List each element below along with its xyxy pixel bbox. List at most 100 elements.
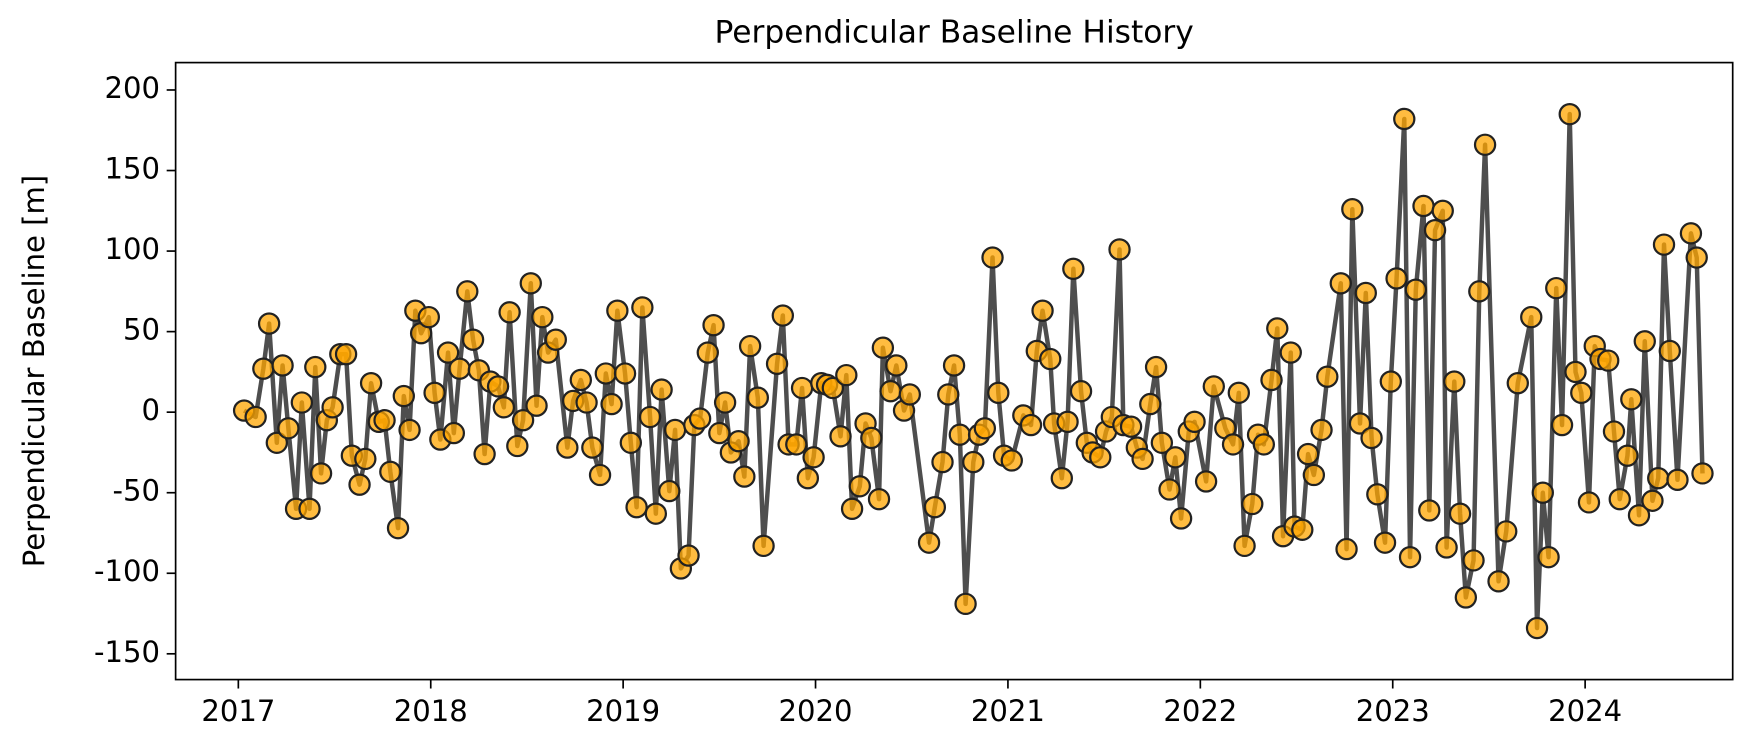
data-point — [1564, 360, 1587, 384]
data-point — [923, 496, 947, 519]
data-point — [644, 502, 668, 525]
data-point — [448, 357, 471, 380]
data-point — [1525, 616, 1549, 640]
data-point — [1454, 586, 1478, 609]
data-point — [1329, 272, 1352, 295]
data-point — [1448, 502, 1472, 525]
data-point — [1577, 491, 1601, 514]
data-point — [1039, 347, 1062, 371]
data-point — [531, 305, 554, 329]
data-point — [1487, 570, 1510, 593]
data-point — [1691, 462, 1714, 485]
data-point — [348, 473, 371, 496]
y-tick-label: 0 — [141, 393, 160, 427]
data-point — [840, 497, 864, 521]
data-point — [771, 304, 795, 327]
data-point — [1291, 518, 1314, 541]
data-point — [257, 312, 281, 335]
data-point — [354, 447, 377, 471]
data-point — [1597, 349, 1620, 372]
x-tick-label: 2022 — [1163, 694, 1237, 728]
data-point — [981, 246, 1004, 269]
data-point — [1412, 194, 1435, 218]
data-point — [417, 305, 441, 329]
data-point — [942, 354, 966, 377]
data-point — [696, 341, 719, 364]
data-point — [1227, 381, 1250, 405]
data-point — [594, 362, 618, 385]
data-point — [1354, 281, 1377, 305]
data-point — [785, 433, 808, 456]
data-point — [1302, 463, 1326, 487]
data-point — [790, 376, 814, 400]
data-point — [1089, 446, 1112, 469]
data-point — [1062, 257, 1085, 280]
data-point — [473, 442, 496, 466]
data-point — [713, 391, 737, 414]
data-point — [1462, 549, 1485, 572]
data-point — [727, 429, 750, 453]
data-point — [1366, 483, 1389, 506]
data-point — [1602, 420, 1626, 443]
data-point — [1435, 536, 1458, 559]
data-point — [1666, 468, 1689, 492]
data-point — [650, 378, 673, 401]
data-point — [244, 405, 267, 429]
x-tick-label: 2017 — [201, 694, 275, 728]
data-point — [1608, 487, 1631, 511]
data-point — [1310, 418, 1333, 442]
data-point — [1202, 375, 1225, 398]
data-point — [1616, 444, 1639, 467]
data-point — [765, 352, 789, 376]
data-point — [733, 465, 756, 488]
data-point — [1393, 107, 1416, 131]
data-point — [600, 392, 623, 416]
data-point — [1131, 447, 1154, 471]
data-point — [1360, 426, 1383, 450]
x-tick-label: 2019 — [586, 694, 660, 728]
x-tick-label: 2023 — [1356, 694, 1430, 728]
data-point — [821, 376, 845, 400]
y-tick-label: 100 — [104, 232, 160, 266]
data-point — [1658, 339, 1681, 363]
data-point — [1545, 276, 1568, 300]
data-point — [987, 381, 1010, 405]
data-point — [298, 497, 321, 521]
data-point — [1150, 431, 1174, 454]
data-point — [1296, 442, 1320, 466]
data-point — [1252, 433, 1276, 456]
data-point — [373, 409, 396, 432]
data-point — [1570, 381, 1593, 405]
data-point — [613, 362, 637, 385]
y-tick-label: 150 — [104, 152, 160, 186]
y-axis-label: Perpendicular Baseline [m] — [17, 175, 51, 567]
data-point — [1341, 198, 1364, 221]
x-tick-label: 2020 — [779, 694, 853, 728]
data-point — [1398, 545, 1422, 569]
data-point — [379, 460, 402, 483]
data-point — [556, 436, 579, 459]
data-point — [1335, 537, 1358, 561]
data-point — [1144, 355, 1168, 379]
data-point — [631, 296, 654, 319]
data-point — [1279, 341, 1302, 364]
data-point — [1418, 499, 1441, 522]
data-point — [569, 368, 592, 392]
data-point — [619, 431, 643, 454]
data-point — [309, 462, 333, 485]
y-tick-label: -50 — [112, 474, 159, 508]
data-point — [1031, 299, 1054, 322]
data-point — [1652, 233, 1676, 256]
data-point — [1139, 392, 1162, 416]
data-point — [1495, 520, 1518, 543]
data-point — [879, 380, 902, 403]
data-point — [848, 475, 871, 498]
y-tick-label: 50 — [123, 313, 160, 347]
data-point — [663, 418, 687, 442]
data-point — [1000, 449, 1023, 472]
data-point — [1468, 280, 1491, 303]
data-point — [871, 336, 895, 359]
data-point — [304, 355, 327, 379]
data-point — [461, 328, 485, 351]
plot-frame — [174, 61, 1734, 681]
